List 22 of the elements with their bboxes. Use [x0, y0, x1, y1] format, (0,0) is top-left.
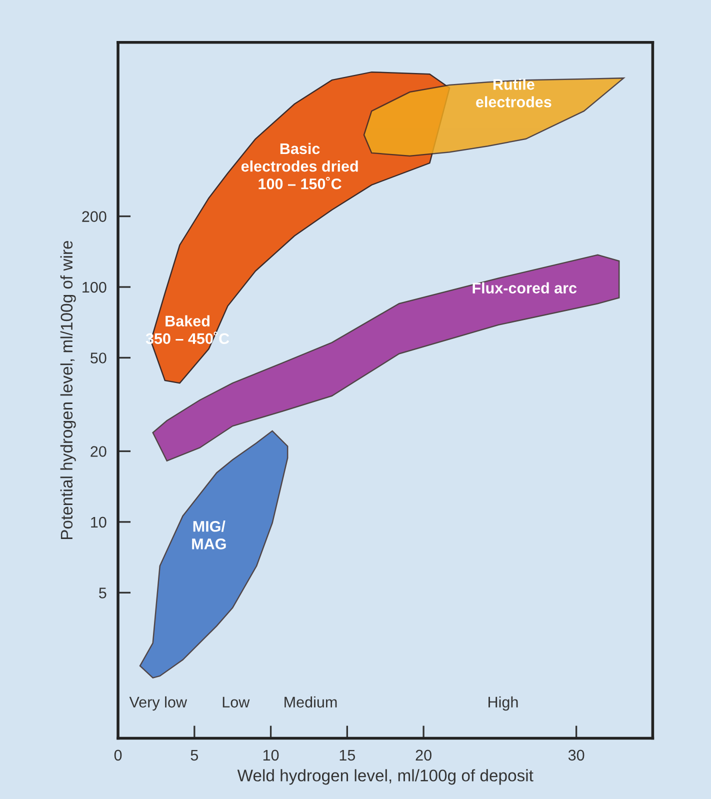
y-tick-label: 50: [90, 352, 106, 364]
x-axis-title: Weld hydrogen level, ml/100g of deposit: [237, 769, 534, 785]
y-axis-title: Potential hydrogen level, ml/100g of wire: [60, 240, 76, 540]
annotation: MIG/ MAG: [192, 520, 226, 550]
x-tick-label: 0: [114, 750, 122, 761]
annotation: Medium: [284, 696, 337, 708]
x-tick-label: 20: [416, 750, 432, 761]
annotation: Flux-cored arc: [472, 282, 577, 294]
x-tick-label: 15: [340, 750, 356, 761]
annotation: Very low: [129, 696, 188, 711]
y-tick-label: 10: [91, 516, 106, 528]
y-tick-label: 100: [82, 282, 106, 293]
annotation: High: [488, 696, 518, 711]
x-tick-label: 30: [568, 750, 584, 761]
y-tick-label: 20: [90, 446, 106, 457]
y-tick-label: 5: [99, 588, 106, 598]
annotation: Rutile electrodes: [476, 78, 552, 108]
annotation: Basic electrodes dried 100 – 150˚C: [241, 142, 358, 190]
y-tick-label: 200: [82, 211, 106, 222]
annotation: Low: [222, 696, 250, 708]
x-tick-label: 10: [263, 750, 279, 761]
x-tick-label: 5: [190, 750, 198, 761]
